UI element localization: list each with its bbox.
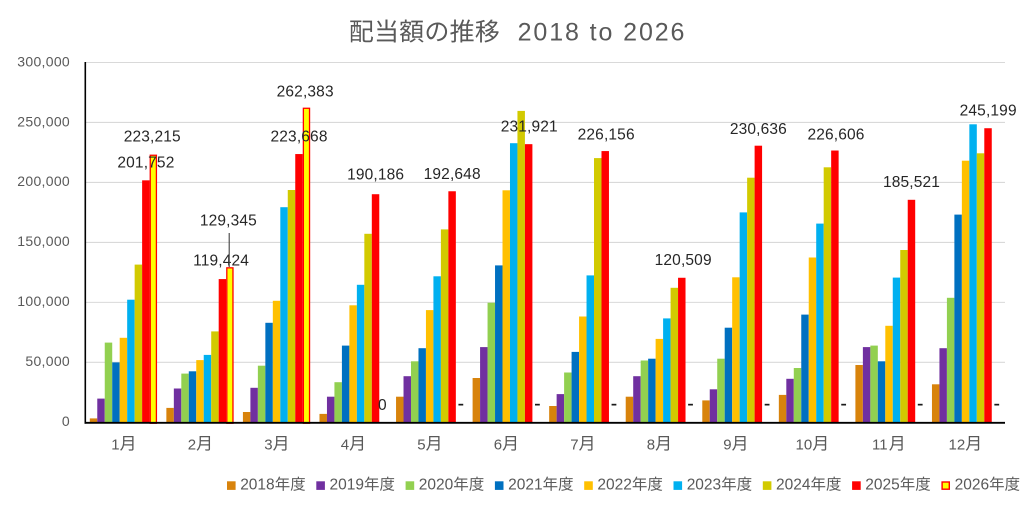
svg-text:201,752: 201,752 [117, 155, 174, 172]
svg-text:230,636: 230,636 [730, 121, 787, 138]
svg-text:8: 8 [647, 436, 655, 453]
svg-text:2024: 2024 [776, 477, 811, 494]
svg-text:2021: 2021 [508, 477, 542, 494]
svg-text:2023: 2023 [687, 477, 721, 494]
svg-text:1: 1 [111, 436, 119, 453]
svg-text:7: 7 [570, 436, 578, 453]
svg-text:223,215: 223,215 [124, 129, 181, 146]
svg-text:262,383: 262,383 [277, 84, 334, 101]
svg-text:2018: 2018 [240, 477, 274, 494]
svg-text:3: 3 [264, 436, 272, 453]
svg-text:2019: 2019 [330, 477, 364, 494]
svg-text:10: 10 [796, 436, 813, 453]
svg-text:245,199: 245,199 [960, 103, 1017, 120]
svg-text:2022: 2022 [597, 477, 631, 494]
svg-text:226,606: 226,606 [807, 127, 864, 144]
svg-text:4: 4 [341, 436, 349, 453]
svg-text:300,000: 300,000 [17, 53, 70, 69]
svg-text:190,186: 190,186 [347, 167, 404, 184]
svg-text:2018 to 2026: 2018 to 2026 [518, 19, 687, 47]
svg-text:119,424: 119,424 [193, 253, 249, 270]
svg-text:50,000: 50,000 [25, 353, 70, 369]
svg-text:223,668: 223,668 [271, 128, 328, 145]
svg-text:200,000: 200,000 [17, 173, 70, 189]
svg-text:2020: 2020 [419, 477, 454, 494]
svg-text:100,000: 100,000 [17, 293, 70, 309]
svg-text:0: 0 [378, 397, 387, 414]
svg-text:192,648: 192,648 [424, 166, 481, 183]
svg-text:9: 9 [723, 436, 731, 453]
svg-text:2026: 2026 [955, 477, 989, 494]
svg-text:226,156: 226,156 [578, 126, 635, 143]
svg-text:2: 2 [188, 436, 196, 453]
svg-text:6: 6 [494, 436, 502, 453]
svg-text:2025: 2025 [865, 477, 899, 494]
svg-text:250,000: 250,000 [17, 113, 70, 129]
svg-text:0: 0 [62, 413, 70, 429]
svg-text:231,921: 231,921 [501, 118, 558, 135]
svg-text:150,000: 150,000 [17, 233, 70, 249]
svg-text:12: 12 [949, 436, 966, 453]
svg-text:5: 5 [417, 436, 425, 453]
svg-text:129,345: 129,345 [200, 213, 257, 230]
svg-text:185,521: 185,521 [883, 174, 940, 191]
svg-text:11: 11 [872, 436, 888, 453]
svg-text:120,509: 120,509 [655, 252, 712, 269]
